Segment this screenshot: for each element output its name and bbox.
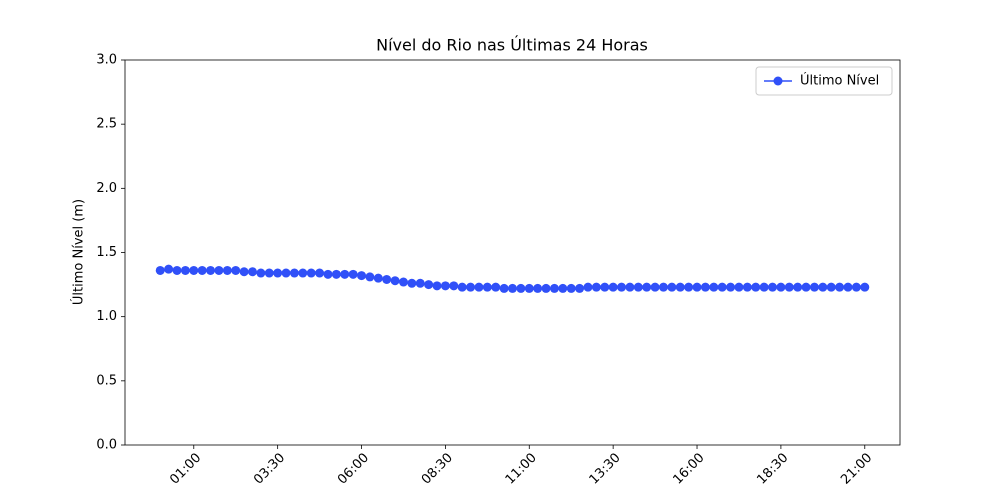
data-point [357,271,367,281]
data-point [390,276,400,286]
data-point [633,282,643,292]
data-point [600,282,610,292]
data-point [642,282,652,292]
data-point [197,265,207,275]
data-point [508,283,517,293]
data-point [264,268,274,278]
data-point [440,281,450,291]
data-point [373,273,383,283]
data-point [768,282,778,292]
data-point [407,278,417,288]
data-point [608,282,618,292]
data-point [667,282,677,292]
data-point [717,282,727,292]
y-axis-label: Último Nível (m) [71,199,87,305]
data-point [289,268,299,278]
data-point [533,283,543,293]
data-point [466,282,476,292]
data-point [256,268,266,278]
data-point [851,282,861,292]
data-point [793,282,803,292]
data-point [583,282,593,292]
data-point [809,282,819,292]
chart-title: Nível do Rio nas Últimas 24 Horas [376,36,648,55]
data-point [382,274,392,284]
data-point [675,282,685,292]
data-point [331,269,341,279]
data-point [516,283,526,293]
y-tick-label: 2.0 [96,181,117,196]
data-point [172,265,182,275]
data-point [239,267,249,277]
data-point [650,282,660,292]
data-point [742,282,752,292]
data-point [541,283,551,293]
legend-label: Último Nível [800,73,879,89]
data-point [558,283,568,293]
data-point [474,282,484,292]
data-point [323,269,333,279]
data-point [658,282,668,292]
data-point [457,282,467,292]
data-point [549,283,559,293]
data-point [189,265,199,275]
data-point [398,277,408,287]
legend-marker [773,76,783,86]
data-point [247,267,257,277]
data-point [340,269,350,279]
data-point [298,268,308,278]
data-point [348,269,358,279]
data-point [482,282,492,292]
data-point [449,281,459,291]
data-point [155,265,165,275]
data-point [214,265,224,275]
data-point [726,282,736,292]
data-point [692,282,702,292]
data-point [231,265,241,275]
data-point [432,281,442,291]
data-point [700,282,710,292]
data-point [784,282,794,292]
data-point [709,282,719,292]
data-point [273,268,283,278]
legend-box [755,66,893,96]
data-point [617,282,627,292]
data-point [306,268,316,278]
data-point [776,282,786,292]
data-point [860,282,870,292]
y-tick-label: 2.5 [96,117,117,132]
legend: Último Nível [755,66,893,96]
data-point [801,282,811,292]
y-tick-label: 1.5 [96,245,117,260]
data-point [180,265,190,275]
data-point [315,268,325,278]
data-point [281,268,291,278]
data-point [734,282,744,292]
data-point [524,283,534,293]
data-point [835,282,845,292]
data-point [499,283,509,293]
y-tick-label: 1.0 [96,309,117,324]
y-tick-label: 0.0 [96,438,117,453]
data-point [424,280,434,290]
data-point [818,282,828,292]
data-point [575,283,585,293]
data-point [625,282,635,292]
data-point [684,282,694,292]
data-point [415,278,425,288]
data-point [365,272,375,282]
data-point [591,282,601,292]
data-point [751,282,761,292]
y-tick-label: 3.0 [96,53,117,68]
data-point [826,282,836,292]
data-point [759,282,769,292]
data-point [222,265,232,275]
data-point [206,265,216,275]
y-tick-label: 0.5 [96,373,117,388]
data-point [164,264,174,274]
data-point [566,283,576,293]
data-point [843,282,853,292]
data-point [491,282,501,292]
